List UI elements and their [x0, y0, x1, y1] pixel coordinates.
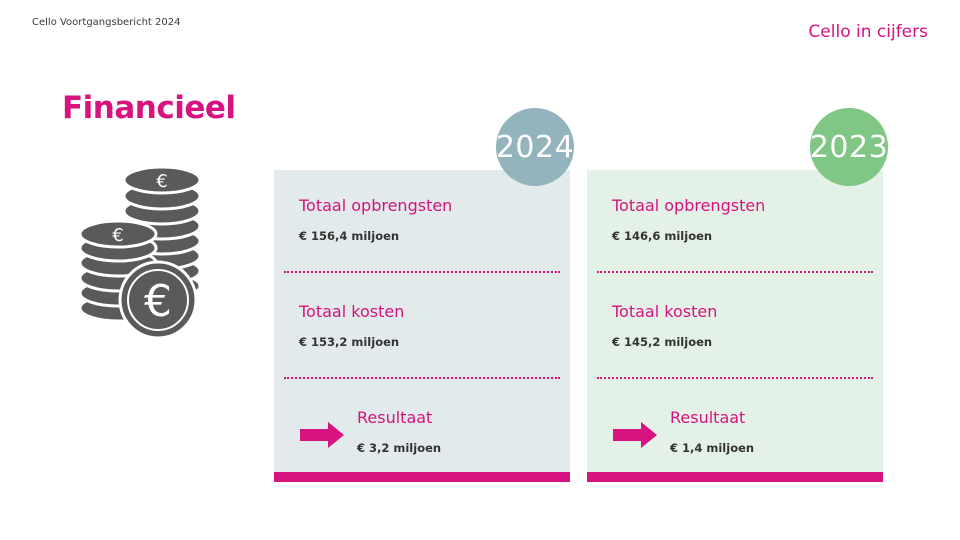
arrow-right-icon — [300, 422, 344, 448]
svg-text:€: € — [144, 276, 172, 327]
revenue-value: € 146,6 miljoen — [612, 229, 713, 243]
year-badge-2024: 2024 — [496, 108, 574, 186]
divider — [284, 271, 560, 273]
arrow-right-icon — [613, 422, 657, 448]
result-value: € 3,2 miljoen — [357, 441, 442, 455]
costs-value: € 153,2 miljoen — [299, 335, 400, 349]
costs-label: Totaal kosten — [612, 302, 718, 321]
revenue-value: € 156,4 miljoen — [299, 229, 400, 243]
costs-label: Totaal kosten — [299, 302, 405, 321]
section-label: Cello in cijfers — [808, 22, 928, 42]
result-label: Resultaat — [670, 408, 746, 427]
document-label: Cello Voortgangsbericht 2024 — [32, 17, 181, 28]
accent-bar — [587, 472, 883, 482]
year-card-2023: Totaal opbrengsten € 146,6 miljoen Totaa… — [587, 170, 883, 482]
svg-text:€: € — [156, 171, 167, 192]
year-badge-2023: 2023 — [810, 108, 888, 186]
revenue-label: Totaal opbrengsten — [299, 196, 453, 215]
euro-coins-icon: € € € — [78, 165, 202, 338]
year-card-2024: Totaal opbrengsten € 156,4 miljoen Totaa… — [274, 170, 570, 482]
costs-value: € 145,2 miljoen — [612, 335, 713, 349]
revenue-label: Totaal opbrengsten — [612, 196, 766, 215]
svg-text:€: € — [112, 225, 123, 246]
divider — [284, 377, 560, 379]
accent-bar — [274, 472, 570, 482]
result-value: € 1,4 miljoen — [670, 441, 755, 455]
result-label: Resultaat — [357, 408, 433, 427]
page-title: Financieel — [62, 90, 236, 126]
divider — [597, 271, 873, 273]
divider — [597, 377, 873, 379]
